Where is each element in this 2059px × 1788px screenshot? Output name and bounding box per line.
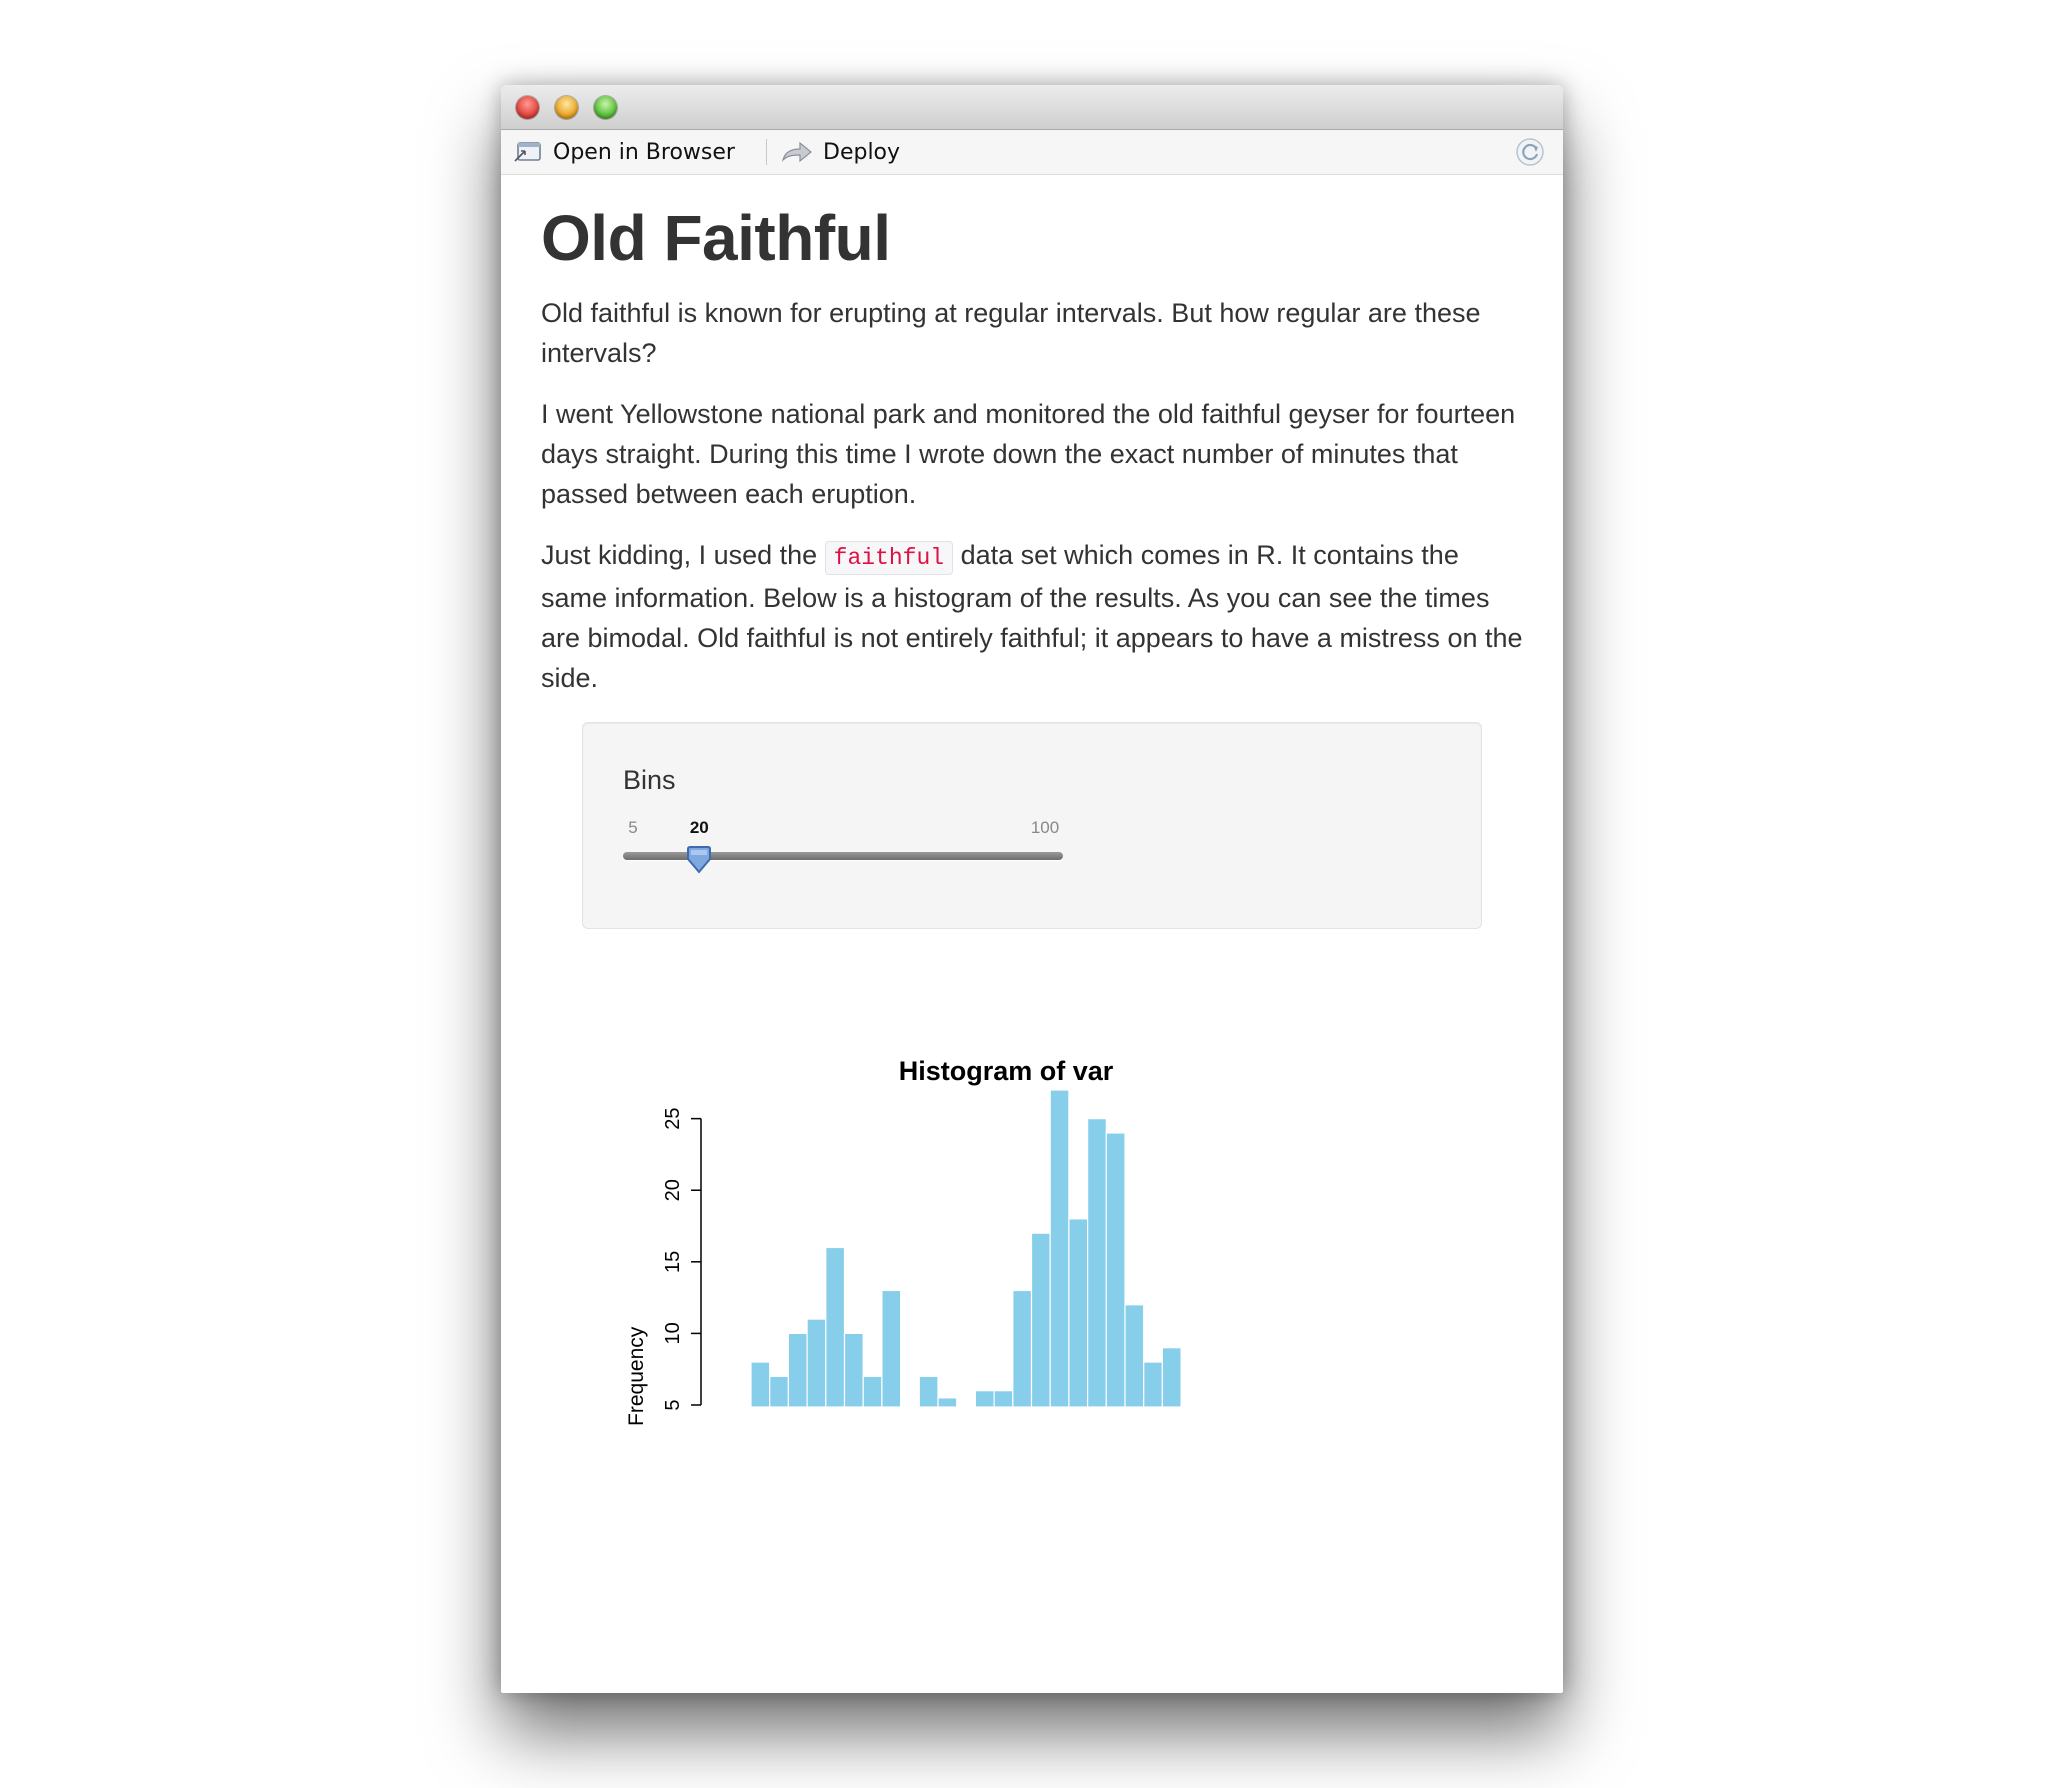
histogram-bar [1124, 1304, 1145, 1408]
deploy-button[interactable]: Deploy [781, 130, 900, 174]
app-window: Open in Browser Deploy Old Faithful Old … [501, 85, 1563, 1693]
y-tick-label: 5 [662, 1399, 684, 1410]
minimize-window-button[interactable] [555, 96, 578, 119]
histogram-bar [1030, 1232, 1051, 1408]
y-tick-label: 10 [662, 1322, 684, 1344]
histogram-chart: Histogram of var Frequency 5 10 15 20 25 [625, 1056, 1182, 1426]
bins-slider[interactable]: 5 20 100 [623, 818, 1063, 878]
slider-handle[interactable] [686, 846, 712, 874]
browser-window-icon [513, 140, 543, 164]
histogram-bar [1012, 1289, 1033, 1408]
toolbar-separator [766, 139, 767, 165]
chart-title: Histogram of var [899, 1056, 1114, 1086]
histogram-bar [806, 1318, 827, 1408]
open-in-browser-label: Open in Browser [553, 139, 735, 165]
page-title: Old Faithful [541, 202, 891, 274]
viewer-toolbar: Open in Browser Deploy [501, 130, 1563, 175]
bins-control-panel: Bins 5 20 100 [582, 722, 1482, 929]
slider-min-label: 5 [628, 818, 638, 837]
histogram-bar [1049, 1089, 1070, 1408]
histogram-bar [881, 1289, 902, 1408]
results-text-end: data set which comes in R. It contains t… [541, 540, 1523, 693]
results-text-start: Just kidding, I used the [541, 540, 825, 570]
histogram-bar [974, 1390, 995, 1408]
title-bar [501, 85, 1563, 130]
histogram-bar [993, 1390, 1014, 1408]
histogram-bar [769, 1375, 789, 1408]
histogram-bar [843, 1332, 864, 1408]
y-tick-label: 20 [662, 1179, 684, 1201]
y-axis-label: Frequency [625, 1326, 648, 1426]
slider-value-label: 20 [689, 818, 709, 837]
zoom-window-button[interactable] [594, 96, 617, 119]
histogram-bar [862, 1375, 883, 1408]
y-tick-label: 25 [662, 1108, 684, 1130]
y-tick-label: 15 [662, 1251, 684, 1273]
deploy-arrow-icon [781, 140, 813, 164]
histogram-bar [1087, 1118, 1107, 1408]
deploy-label: Deploy [823, 139, 901, 165]
histogram-bar [918, 1375, 939, 1408]
refresh-icon[interactable] [1515, 137, 1545, 167]
histogram-bar [750, 1361, 771, 1408]
histogram-bar [1068, 1218, 1089, 1408]
histogram-bar [825, 1246, 846, 1408]
histogram-bar [937, 1397, 958, 1408]
intro-paragraph: Old faithful is known for erupting at re… [541, 298, 1481, 368]
histogram-bar [1143, 1361, 1164, 1408]
histogram-bar [1105, 1132, 1126, 1408]
slider-track[interactable] [623, 852, 1063, 860]
bins-label: Bins [623, 765, 676, 795]
slider-max-label: 100 [1030, 818, 1060, 837]
histogram-bar [1161, 1347, 1182, 1408]
open-in-browser-button[interactable]: Open in Browser [513, 130, 735, 174]
histogram-bar [787, 1332, 808, 1408]
results-paragraph: Just kidding, I used the faithful data s… [541, 535, 1531, 698]
close-window-button[interactable] [516, 96, 539, 119]
method-paragraph: I went Yellowstone national park and mon… [541, 399, 1516, 509]
dataset-code: faithful [824, 541, 954, 575]
